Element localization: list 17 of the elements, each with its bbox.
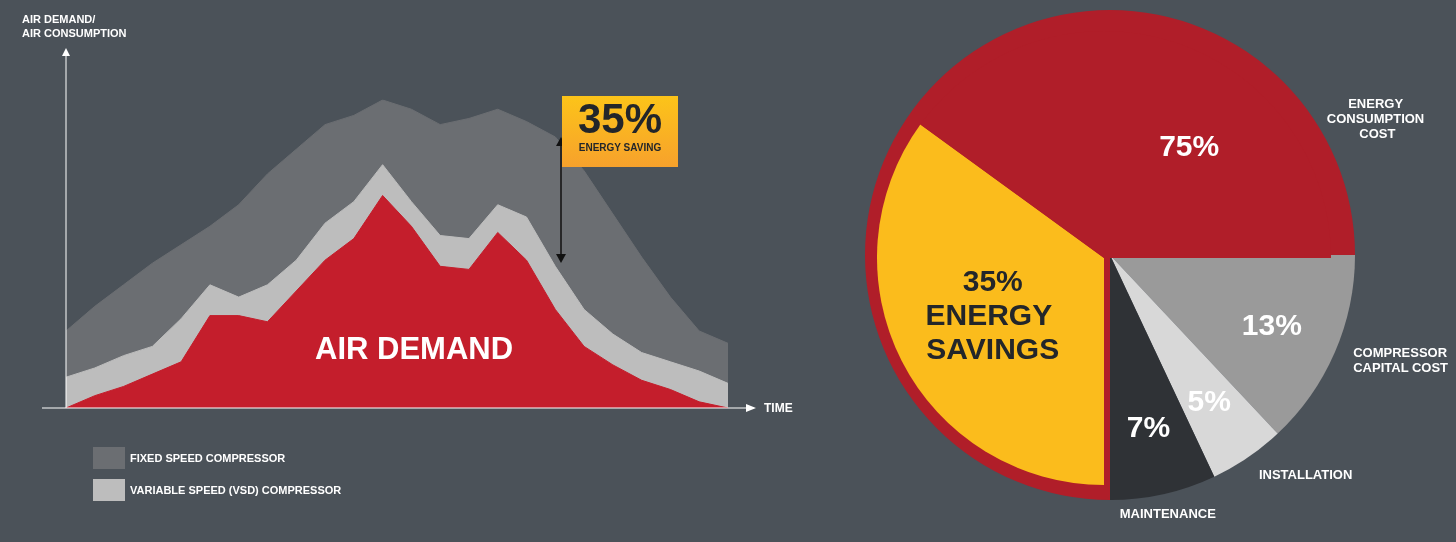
data-label: 7%: [1126, 410, 1171, 444]
data-label: 13%: [1240, 307, 1303, 344]
annotation: 35%: [576, 95, 664, 142]
slice-label: MAINTENANCE: [1119, 506, 1217, 522]
callout-box: 35% ENERGY SAVING: [562, 96, 678, 167]
legend-label: FIXED SPEED COMPRESSOR: [130, 452, 286, 464]
y-axis-title: AIR DEMAND/ AIR CONSUMPTION: [22, 13, 127, 39]
slice-label: ENERGY CONSUMPTION COST: [1326, 96, 1428, 142]
x-axis-title: TIME: [764, 401, 793, 415]
annotation: ENERGY SAVING: [577, 142, 663, 153]
slice-label: INSTALLATION: [1258, 466, 1353, 482]
data-label: 75%: [1158, 128, 1221, 164]
slice-label: COMPRESSOR CAPITAL COST: [1353, 345, 1451, 376]
slice-label: ENERGY SAVINGS: [925, 298, 1061, 366]
annotation: AIR DEMAND: [315, 331, 514, 366]
data-label: 35%: [962, 264, 1023, 298]
legend-label: VARIABLE SPEED (VSD) COMPRESSOR: [130, 484, 342, 496]
